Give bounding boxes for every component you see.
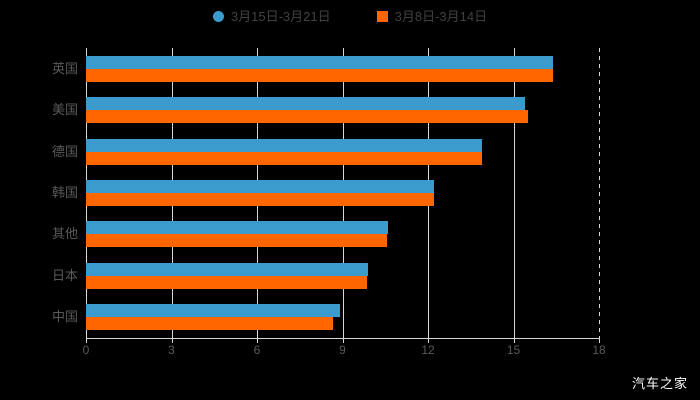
- watermark: 汽车之家: [631, 376, 688, 391]
- x-tick-mark-18: [599, 338, 600, 343]
- y-axis-label-韩国: 韩国: [51, 185, 78, 200]
- legend-item-series-1[interactable]: 3月8日-3月14日: [376, 9, 488, 24]
- x-tick-mark-15: [513, 338, 515, 343]
- x-tick-label-18: 18: [592, 343, 606, 357]
- legend-item-series-0[interactable]: 3月15日-3月21日: [212, 9, 331, 24]
- bar-英国-series-1[interactable]: [86, 68, 554, 82]
- bar-德国-series-0[interactable]: [86, 138, 483, 152]
- bar-韩国-series-0[interactable]: [86, 180, 434, 193]
- bar-日本-series-1[interactable]: [86, 275, 367, 289]
- bar-其他-series-0[interactable]: [86, 221, 389, 235]
- bar-英国-series-0[interactable]: [86, 55, 554, 69]
- y-axis-label-英国: 英国: [51, 60, 78, 76]
- gridline-15: [513, 48, 515, 338]
- x-tick-label-6: 6: [253, 343, 261, 357]
- y-axis-label-中国: 中国: [51, 309, 78, 325]
- legend-circle-icon: [212, 11, 224, 22]
- bar-日本-series-0[interactable]: [86, 262, 369, 276]
- legend-square-icon: [376, 11, 388, 22]
- x-tick-mark-12: [428, 338, 429, 343]
- y-axis-label-美国: 美国: [51, 102, 78, 118]
- plot-area: [86, 48, 600, 338]
- x-tick-label-3: 3: [168, 343, 175, 357]
- legend-label-series-0: 3月15日-3月21日: [230, 9, 331, 24]
- x-tick-mark-0: [86, 338, 87, 343]
- bar-中国-series-1[interactable]: [86, 317, 333, 331]
- y-axis-label-德国: 德国: [51, 143, 78, 159]
- y-axis-label-其他: 其他: [51, 226, 78, 242]
- bar-美国-series-0[interactable]: [86, 97, 525, 111]
- gridline-18: [599, 48, 600, 338]
- x-tick-mark-6: [257, 338, 258, 343]
- bar-美国-series-1[interactable]: [86, 110, 528, 124]
- x-tick-label-0: 0: [82, 343, 90, 357]
- bar-德国-series-1[interactable]: [86, 151, 483, 165]
- x-tick-mark-9: [342, 338, 344, 343]
- x-tick-label-12: 12: [421, 343, 435, 357]
- chart-legend: 3月15日-3月21日 3月8日-3月14日: [0, 10, 700, 23]
- x-tick-label-15: 15: [506, 343, 521, 357]
- x-tick-mark-3: [171, 338, 173, 343]
- y-axis-label-日本: 日本: [51, 267, 78, 283]
- bar-其他-series-1[interactable]: [86, 234, 387, 248]
- bar-中国-series-0[interactable]: [86, 304, 340, 318]
- legend-label-series-1: 3月8日-3月14日: [394, 9, 488, 24]
- x-tick-label-9: 9: [339, 343, 346, 357]
- bar-韩国-series-1[interactable]: [86, 193, 434, 206]
